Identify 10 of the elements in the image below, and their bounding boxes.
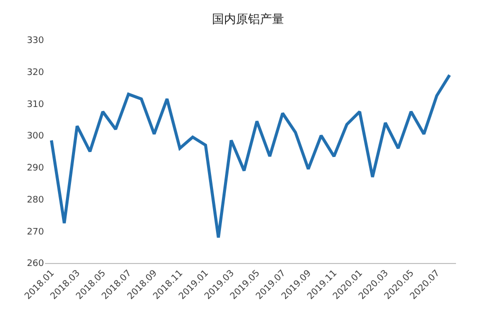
chart-title: 国内原铝产量	[212, 12, 284, 26]
y-tick-label: 290	[26, 164, 44, 174]
y-tick-label: 260	[26, 259, 44, 270]
y-tick-label: 310	[26, 100, 44, 110]
y-tick-label: 270	[26, 227, 44, 238]
y-tick-label: 320	[26, 68, 44, 78]
y-tick-label: 330	[26, 36, 44, 46]
y-tick-label: 280	[26, 195, 44, 206]
line-series	[50, 74, 452, 240]
y-tick-label: 300	[26, 132, 44, 142]
